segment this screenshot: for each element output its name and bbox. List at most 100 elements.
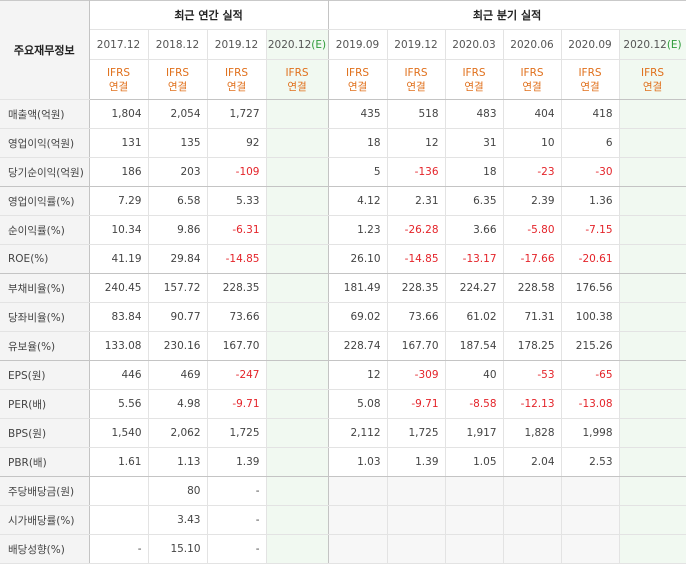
annual-value-cell: -109 [207,157,267,187]
annual-value-cell: 230.16 [148,331,208,361]
annual-value-cell: 186 [89,157,149,187]
quarterly-value-cell: -5.80 [503,215,562,245]
table-row: 당좌비율(%) 83.84 90.77 73.66 69.02 73.66 61.02 71.… [0,302,686,332]
annual-value-cell [266,534,329,564]
estimate-mark: (E) [666,38,682,51]
quarterly-value-cell: -26.28 [387,215,446,245]
ifrs-consolidated-tag: IFRS 연결 [619,59,686,100]
quarterly-value-cell [445,534,504,564]
annual-value-cell: 131 [89,128,149,158]
ifrs-label: IFRS [640,66,665,79]
row-label: 당좌비율(%) [0,302,90,332]
quarterly-value-cell: 178.25 [503,331,562,361]
annual-value-cell: 15.10 [148,534,208,564]
ifrs-label: IFRS [224,66,249,79]
quarterly-period-header: 2019.09 [328,29,388,60]
quarterly-value-cell: -13.08 [561,389,620,419]
annual-value-cell: 80 [148,476,208,506]
table-row: EPS(원) 446 469 -247 12 -309 40 -53 -65 [0,360,686,390]
annual-value-cell: 6.58 [148,186,208,216]
quarterly-value-cell: 2.53 [561,447,620,477]
annual-value-cell: 1.13 [148,447,208,477]
quarterly-value-cell [619,157,686,187]
consolidated-label: 연결 [347,80,368,93]
period-label: 2019.12 [394,38,438,51]
ifrs-label: IFRS [106,66,131,79]
annual-value-cell [266,128,329,158]
table-row: 순이익률(%) 10.34 9.86 -6.31 1.23 -26.28 3.66 -5.80… [0,215,686,245]
annual-value-cell [266,99,329,129]
row-label: EPS(원) [0,360,90,390]
quarterly-value-cell: 73.66 [387,302,446,332]
quarterly-group-header: 최근 분기 실적 [328,0,686,30]
quarterly-value-cell: -17.66 [503,244,562,274]
quarterly-value-cell: 6.35 [445,186,504,216]
annual-value-cell: 133.08 [89,331,149,361]
ifrs-consolidated-tag: IFRS 연결 [503,59,562,100]
quarterly-value-cell: 1,725 [387,418,446,448]
period-label: 2017.12 [96,38,141,51]
quarterly-value-cell [328,505,388,535]
quarterly-value-cell [619,302,686,332]
quarterly-value-cell: 1.23 [328,215,388,245]
annual-value-cell: 240.45 [89,273,149,303]
quarterly-value-cell: 61.02 [445,302,504,332]
annual-value-cell: 5.56 [89,389,149,419]
annual-period-header: 2018.12 [148,29,208,60]
period-label: 2020.09 [568,38,612,51]
quarterly-value-cell: -14.85 [387,244,446,274]
quarterly-value-cell [619,360,686,390]
quarterly-value-cell [503,505,562,535]
quarterly-period-header: 2019.12 [387,29,446,60]
annual-value-cell [89,476,149,506]
annual-value-cell [266,476,329,506]
table-row: 부채비율(%) 240.45 157.72 228.35 181.49 228.35 224… [0,273,686,303]
quarterly-value-cell [619,215,686,245]
quarterly-value-cell: 176.56 [561,273,620,303]
quarterly-period-header: 2020.06 [503,29,562,60]
period-label: 2020.03 [452,38,496,51]
table-row: 주당배당금(원) 80- [0,476,686,506]
quarterly-value-cell: 418 [561,99,620,129]
annual-period-header: 2017.12 [89,29,149,60]
ifrs-consolidated-tag: IFRS 연결 [207,59,267,100]
quarterly-value-cell [387,534,446,564]
quarterly-value-cell: -65 [561,360,620,390]
quarterly-value-cell: 10 [503,128,562,158]
quarterly-value-cell: 31 [445,128,504,158]
quarterly-value-cell [328,534,388,564]
quarterly-period-header: 2020.12(E) [619,29,686,60]
quarterly-value-cell [619,273,686,303]
table-row: ROE(%) 41.19 29.84 -14.85 26.10 -14.85 -13.17-… [0,244,686,274]
quarterly-value-cell: 2.04 [503,447,562,477]
table-row: 영업이익(억원) 131 135 92 18 12 31 10 6 [0,128,686,158]
quarterly-value-cell: 69.02 [328,302,388,332]
ifrs-label: IFRS [404,66,428,79]
consolidated-label: 연결 [226,80,247,93]
annual-value-cell: -9.71 [207,389,267,419]
annual-value-cell: 3.43 [148,505,208,535]
annual-value-cell [266,447,329,477]
quarterly-value-cell: -23 [503,157,562,187]
quarterly-value-cell: 12 [328,360,388,390]
consolidated-label: 연결 [108,80,129,93]
annual-value-cell [266,157,329,187]
quarterly-value-cell: 12 [387,128,446,158]
quarterly-value-cell: 483 [445,99,504,129]
quarterly-value-cell [619,331,686,361]
quarterly-value-cell: 4.12 [328,186,388,216]
row-label: 매출액(억원) [0,99,90,129]
quarterly-value-cell: 5 [328,157,388,187]
annual-value-cell [266,302,329,332]
ifrs-label: IFRS [578,66,602,79]
quarterly-value-cell [328,476,388,506]
annual-value-cell: - [207,476,267,506]
annual-value-cell: - [207,534,267,564]
row-label: PER(배) [0,389,90,419]
quarterly-value-cell: 167.70 [387,331,446,361]
quarterly-value-cell: 215.26 [561,331,620,361]
annual-value-cell: 4.98 [148,389,208,419]
row-label: 부채비율(%) [0,273,90,303]
annual-value-cell [266,418,329,448]
annual-group-header: 최근 연간 실적 [89,0,329,30]
